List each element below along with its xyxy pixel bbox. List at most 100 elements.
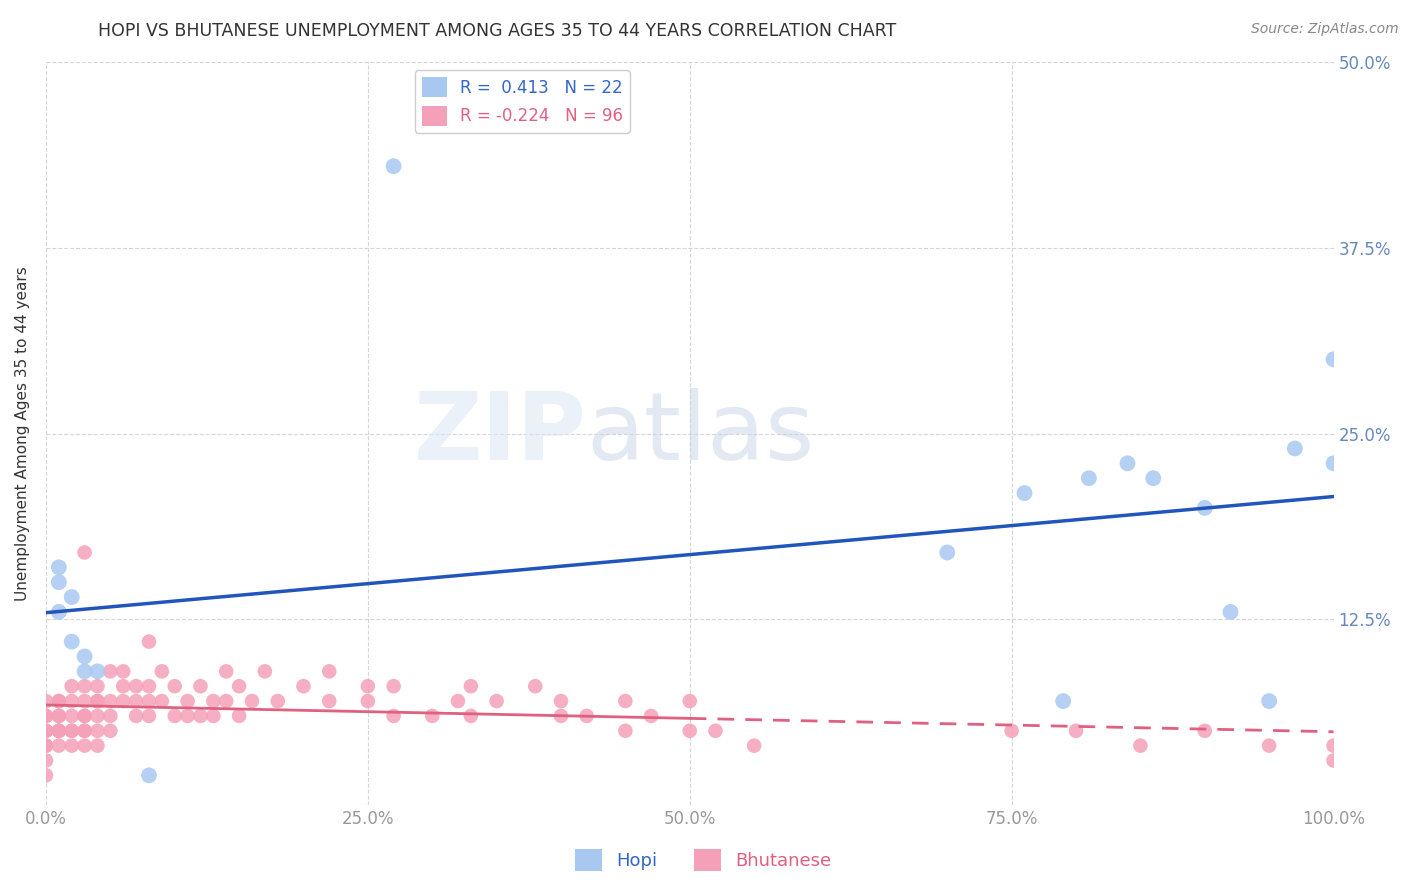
- Point: [48, 694, 70, 708]
- Point: [318, 694, 340, 708]
- Point: [60, 739, 83, 753]
- Point: [190, 679, 212, 693]
- Point: [1219, 605, 1241, 619]
- Point: [112, 665, 135, 679]
- Point: [138, 768, 160, 782]
- Point: [202, 694, 225, 708]
- Point: [86, 694, 108, 708]
- Point: [73, 709, 96, 723]
- Point: [60, 723, 83, 738]
- Point: [35, 723, 58, 738]
- Point: [138, 709, 160, 723]
- Point: [382, 709, 405, 723]
- Point: [163, 679, 186, 693]
- Point: [357, 679, 380, 693]
- Point: [60, 694, 83, 708]
- Point: [202, 709, 225, 723]
- Point: [73, 723, 96, 738]
- Text: ZIP: ZIP: [413, 388, 586, 480]
- Point: [357, 694, 380, 708]
- Point: [60, 679, 83, 693]
- Point: [48, 575, 70, 590]
- Point: [60, 723, 83, 738]
- Point: [1064, 723, 1087, 738]
- Point: [35, 694, 58, 708]
- Point: [485, 694, 508, 708]
- Point: [190, 709, 212, 723]
- Point: [112, 694, 135, 708]
- Point: [1142, 471, 1164, 485]
- Point: [640, 709, 662, 723]
- Point: [73, 649, 96, 664]
- Point: [86, 694, 108, 708]
- Point: [1322, 456, 1344, 470]
- Point: [60, 590, 83, 604]
- Point: [253, 665, 276, 679]
- Legend: R =  0.413   N = 22, R = -0.224   N = 96: R = 0.413 N = 22, R = -0.224 N = 96: [415, 70, 630, 133]
- Point: [215, 665, 238, 679]
- Point: [86, 739, 108, 753]
- Point: [936, 545, 959, 559]
- Point: [138, 694, 160, 708]
- Point: [60, 634, 83, 648]
- Point: [86, 723, 108, 738]
- Point: [60, 709, 83, 723]
- Point: [112, 679, 135, 693]
- Point: [86, 709, 108, 723]
- Point: [125, 709, 148, 723]
- Point: [73, 694, 96, 708]
- Point: [73, 545, 96, 559]
- Point: [382, 159, 405, 173]
- Point: [48, 605, 70, 619]
- Point: [163, 709, 186, 723]
- Point: [98, 709, 121, 723]
- Point: [215, 694, 238, 708]
- Point: [292, 679, 315, 693]
- Point: [48, 723, 70, 738]
- Point: [1322, 739, 1344, 753]
- Point: [1322, 754, 1344, 768]
- Point: [125, 694, 148, 708]
- Point: [73, 739, 96, 753]
- Point: [48, 709, 70, 723]
- Point: [48, 694, 70, 708]
- Point: [524, 679, 547, 693]
- Point: [614, 694, 637, 708]
- Point: [35, 768, 58, 782]
- Point: [98, 723, 121, 738]
- Point: [1284, 442, 1306, 456]
- Point: [679, 694, 702, 708]
- Point: [1194, 723, 1216, 738]
- Point: [150, 694, 173, 708]
- Point: [35, 739, 58, 753]
- Point: [228, 679, 250, 693]
- Point: [35, 723, 58, 738]
- Point: [1052, 694, 1074, 708]
- Point: [240, 694, 263, 708]
- Point: [48, 739, 70, 753]
- Point: [447, 694, 470, 708]
- Point: [35, 709, 58, 723]
- Point: [48, 723, 70, 738]
- Point: [35, 709, 58, 723]
- Point: [420, 709, 443, 723]
- Point: [98, 694, 121, 708]
- Point: [382, 679, 405, 693]
- Point: [125, 679, 148, 693]
- Point: [460, 709, 482, 723]
- Point: [73, 665, 96, 679]
- Point: [460, 679, 482, 693]
- Point: [1258, 694, 1281, 708]
- Point: [176, 694, 198, 708]
- Y-axis label: Unemployment Among Ages 35 to 44 years: Unemployment Among Ages 35 to 44 years: [15, 266, 30, 601]
- Point: [73, 723, 96, 738]
- Text: Source: ZipAtlas.com: Source: ZipAtlas.com: [1251, 22, 1399, 37]
- Point: [1129, 739, 1152, 753]
- Point: [150, 665, 173, 679]
- Point: [138, 634, 160, 648]
- Text: atlas: atlas: [586, 388, 815, 480]
- Point: [228, 709, 250, 723]
- Point: [575, 709, 598, 723]
- Text: HOPI VS BHUTANESE UNEMPLOYMENT AMONG AGES 35 TO 44 YEARS CORRELATION CHART: HOPI VS BHUTANESE UNEMPLOYMENT AMONG AGE…: [98, 22, 897, 40]
- Point: [1077, 471, 1099, 485]
